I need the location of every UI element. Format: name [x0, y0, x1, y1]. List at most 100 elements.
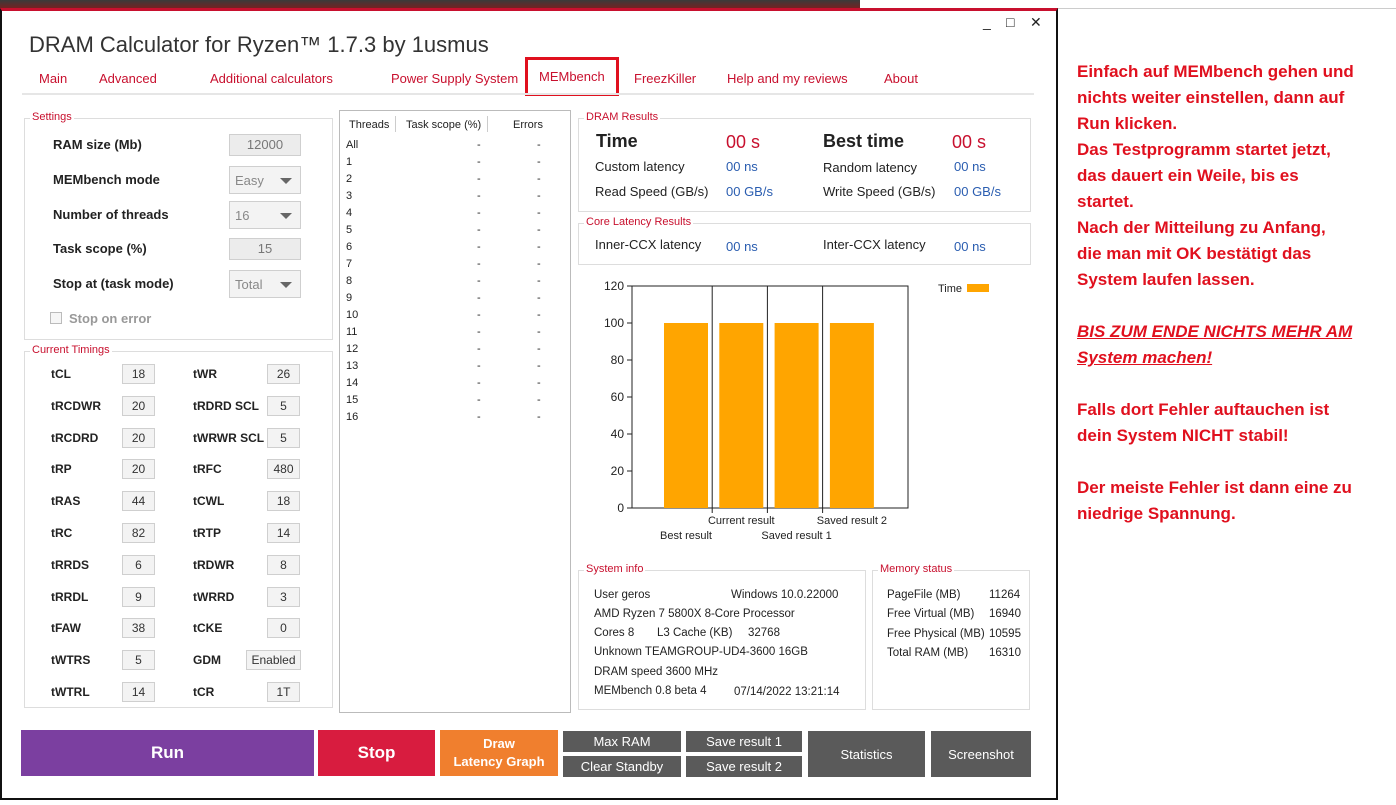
- task-scope-cell: -: [477, 241, 481, 253]
- timing-value[interactable]: 20: [122, 459, 155, 480]
- errors-cell: -: [537, 309, 541, 321]
- y-tick-label: 20: [611, 464, 625, 478]
- chevron-down-icon: [280, 213, 292, 219]
- stop-on-error-checkbox[interactable]: [50, 312, 62, 324]
- tab-freezkiller[interactable]: FreezKiller: [634, 71, 697, 86]
- task-scope-cell: -: [477, 156, 481, 168]
- x-category-label: Saved result 2: [817, 515, 887, 527]
- timing-value[interactable]: 82: [122, 523, 155, 543]
- timing-value[interactable]: 20: [122, 427, 155, 448]
- task-scope-cell: -: [477, 224, 481, 236]
- statistics-button[interactable]: Statistics: [808, 731, 925, 777]
- timing-value[interactable]: 8: [267, 554, 300, 575]
- membench-mode-value: Easy: [235, 173, 264, 188]
- timing-value[interactable]: 5: [122, 650, 155, 671]
- annotation-line: Das Testprogramm startet jetzt,: [1077, 140, 1331, 159]
- system-info-title: System info: [584, 563, 646, 575]
- timing-value[interactable]: 5: [267, 395, 300, 416]
- annotation-line: System laufen lassen.: [1077, 270, 1255, 289]
- os-version: Windows 10.0.22000: [731, 589, 839, 601]
- timing-value[interactable]: 20: [122, 395, 155, 416]
- user-name: User geros: [594, 589, 651, 601]
- timing-value[interactable]: 6: [122, 554, 155, 575]
- threads-value: 16: [235, 208, 250, 223]
- threads-select[interactable]: 16: [229, 201, 301, 229]
- cpu-name: AMD Ryzen 7 5800X 8-Core Processor: [594, 608, 795, 620]
- timing-value[interactable]: 480: [267, 459, 300, 480]
- max-ram-button[interactable]: Max RAM: [563, 731, 681, 752]
- task-scope-cell: -: [477, 258, 481, 270]
- thread-id: 11: [346, 326, 358, 338]
- bar: [664, 323, 708, 508]
- timing-value[interactable]: 44: [122, 491, 155, 512]
- timing-value[interactable]: 1T: [267, 682, 300, 702]
- stop-button[interactable]: Stop: [318, 730, 435, 776]
- timing-label: tRAS: [51, 494, 81, 509]
- thread-id: 4: [346, 207, 353, 219]
- draw-latency-graph-button[interactable]: Draw Latency Graph: [440, 730, 558, 776]
- errors-cell: -: [537, 275, 541, 287]
- task-scope-input[interactable]: 15: [229, 238, 301, 260]
- timing-label: tRCDRD: [51, 430, 99, 445]
- tab-help-reviews[interactable]: Help and my reviews: [727, 71, 848, 86]
- dram-results-title: DRAM Results: [584, 111, 661, 123]
- timing-value[interactable]: 18: [122, 364, 155, 384]
- tab-about[interactable]: About: [884, 71, 918, 86]
- errors-header: Errors: [513, 119, 543, 131]
- tab-advanced[interactable]: Advanced: [99, 71, 157, 86]
- membench-mode-select[interactable]: Easy: [229, 166, 301, 194]
- task-scope-label: Task scope (%): [53, 241, 147, 256]
- timing-value[interactable]: 26: [267, 364, 300, 384]
- memory-status-value: 16940: [989, 608, 1021, 621]
- ram-size-input[interactable]: 12000: [229, 134, 301, 156]
- annotation-line: die man mit OK bestätigt das: [1077, 244, 1312, 263]
- thread-id: 2: [346, 173, 353, 185]
- stop-at-select[interactable]: Total: [229, 270, 301, 298]
- l3-cache-value: 32768: [748, 627, 780, 639]
- timing-label: tRP: [51, 462, 72, 477]
- timing-value[interactable]: 14: [122, 682, 155, 702]
- annotation-voltage-line: niedrige Spannung.: [1077, 504, 1236, 523]
- tab-additional-calculators[interactable]: Additional calculators: [210, 71, 333, 86]
- x-category-label: Best result: [660, 530, 712, 542]
- close-icon[interactable]: ✕: [1030, 14, 1042, 30]
- errors-cell: -: [537, 394, 541, 406]
- save-result-2-button[interactable]: Save result 2: [686, 756, 802, 777]
- task-scope-header: Task scope (%): [406, 119, 482, 131]
- thread-id: 16: [346, 411, 359, 423]
- thread-id: 15: [346, 394, 359, 406]
- thread-id: 6: [346, 241, 353, 253]
- timing-value[interactable]: 18: [267, 491, 300, 512]
- timing-value[interactable]: 14: [267, 523, 300, 543]
- l3-cache-label: L3 Cache (KB): [657, 627, 733, 639]
- task-scope-cell: -: [477, 190, 481, 202]
- run-button[interactable]: Run: [21, 730, 314, 776]
- tab-divider: [22, 93, 1034, 95]
- y-tick-label: 120: [604, 279, 624, 293]
- read-speed-value: 00 GB/s: [726, 184, 773, 199]
- save-result-1-button[interactable]: Save result 1: [686, 731, 802, 752]
- memory-status-value: 10595: [989, 627, 1021, 640]
- timing-value[interactable]: 0: [267, 618, 300, 639]
- bar: [829, 323, 874, 508]
- annotation-error-line: dein System NICHT stabil!: [1077, 426, 1289, 445]
- errors-cell: -: [537, 360, 541, 372]
- screenshot-button[interactable]: Screenshot: [931, 731, 1031, 777]
- tab-power-supply[interactable]: Power Supply System: [391, 71, 519, 86]
- settings-title: Settings: [30, 111, 74, 123]
- timing-label: tRCDWR: [51, 398, 101, 413]
- timing-value[interactable]: 5: [267, 427, 300, 448]
- timing-value[interactable]: Enabled: [246, 650, 301, 671]
- annotation-warning-line: BIS ZUM ENDE NICHTS MEHR AM: [1077, 322, 1353, 341]
- errors-cell: -: [537, 139, 541, 151]
- clear-standby-button[interactable]: Clear Standby: [563, 756, 681, 777]
- tab-main[interactable]: Main: [39, 71, 68, 86]
- threads-header: Threads: [349, 119, 390, 131]
- maximize-icon[interactable]: □: [1006, 14, 1015, 30]
- timing-value[interactable]: 38: [122, 618, 155, 639]
- minimize-icon[interactable]: _: [983, 14, 991, 30]
- tab-membench[interactable]: MEMbench: [525, 57, 619, 96]
- task-scope-cell: -: [477, 411, 481, 423]
- timing-value[interactable]: 3: [267, 586, 300, 607]
- timing-value[interactable]: 9: [122, 586, 155, 607]
